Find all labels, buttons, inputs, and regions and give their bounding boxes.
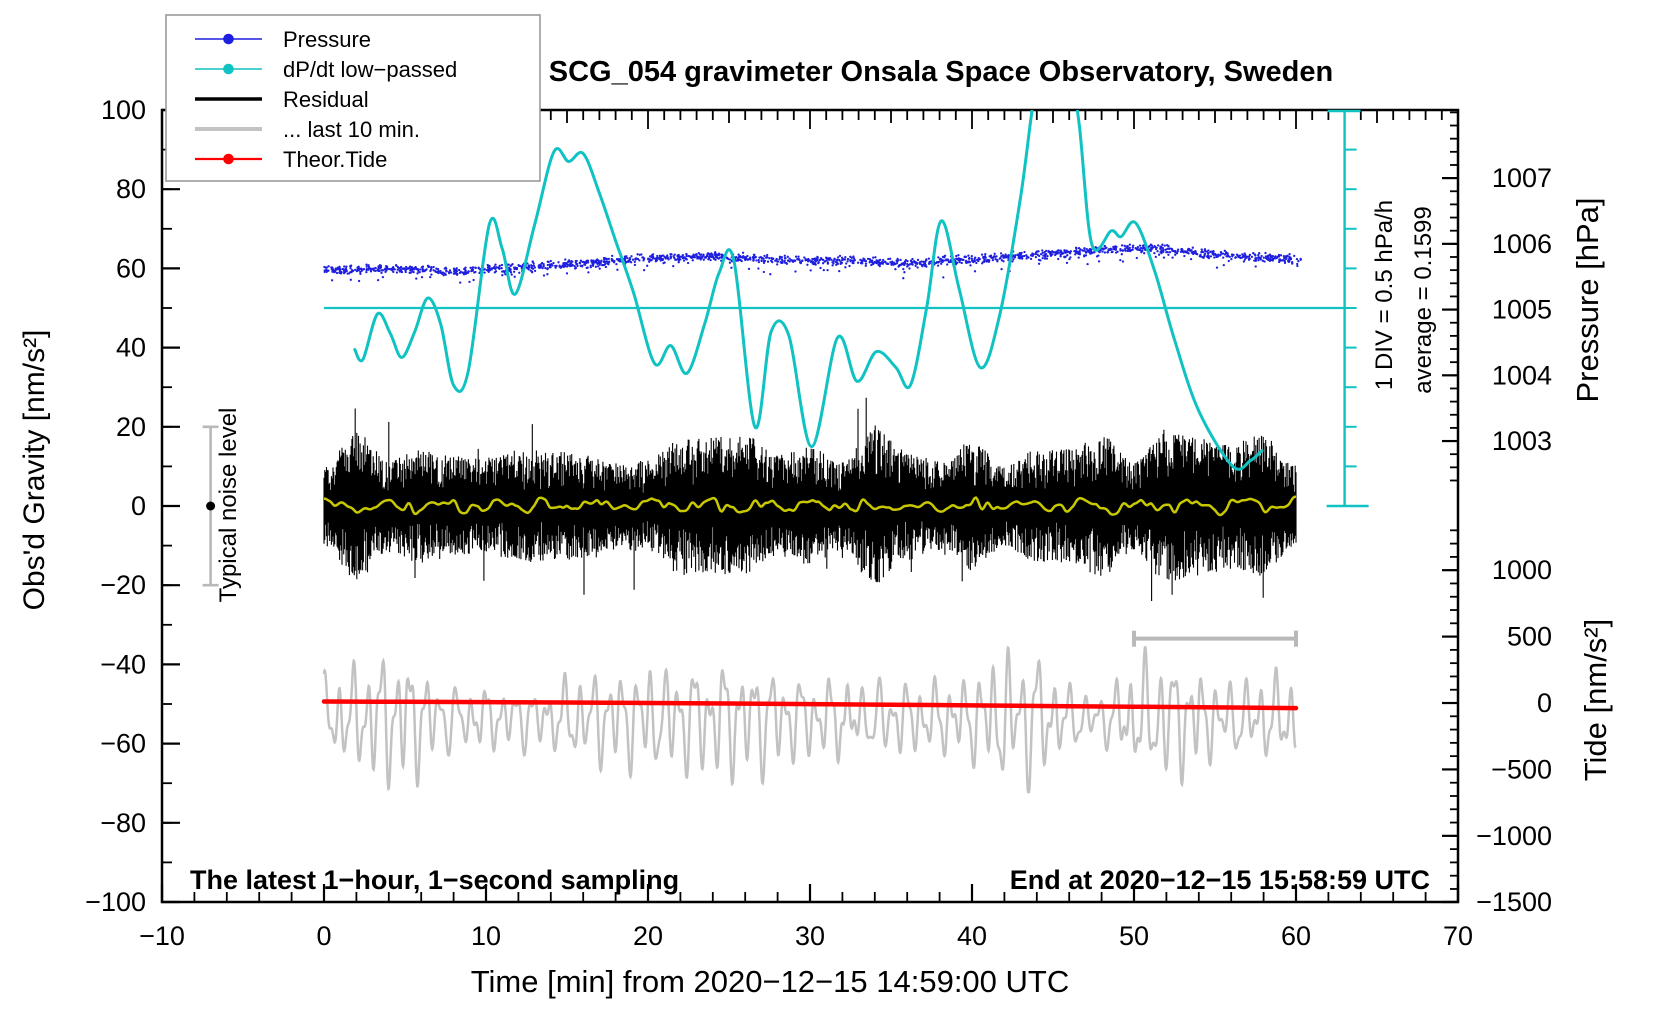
sampling-note: The latest 1−hour, 1−second sampling [190, 865, 679, 895]
x-tick-label: 70 [1443, 921, 1473, 951]
gravity-tick-label: −80 [100, 808, 146, 838]
typical-noise-errorbar [202, 425, 219, 587]
tide-tick-label: −1000 [1476, 821, 1552, 851]
dpdt-scale-marker [324, 109, 1369, 508]
x-tick-label: 10 [471, 921, 501, 951]
tide-tick-label: −500 [1491, 754, 1552, 784]
legend-item-label: Residual [283, 87, 369, 112]
data-series [321, 110, 1302, 794]
gravity-tick-label: −40 [100, 649, 146, 679]
legend-item-label: Theor.Tide [283, 147, 387, 172]
gravity-tick-label: 40 [116, 333, 146, 363]
legend: Pressure dP/dt low−passed Residual ... last… [165, 14, 541, 182]
pressure-tick-label: 1004 [1492, 360, 1552, 390]
tide-tick-label: 1000 [1492, 555, 1552, 585]
gravity-tick-label: 100 [101, 95, 146, 125]
legend-item-label: Pressure [283, 27, 371, 52]
pressure-tick-label: 1007 [1492, 163, 1552, 193]
legend-sample-dot [223, 33, 234, 45]
series-dpdt [353, 110, 1264, 471]
gravity-tick-label: 20 [116, 412, 146, 442]
y-left-axis-title: Obs'd Gravity [nm/s²] [18, 330, 51, 611]
gravity-tick-label: 80 [116, 174, 146, 204]
x-tick-label: 40 [957, 921, 987, 951]
div-scale-label: 1 DIV = 0.5 hPa/h [1371, 200, 1398, 390]
pressure-tick-label: 1005 [1492, 295, 1552, 325]
pressure-axis-title: Pressure [hPa] [1570, 197, 1605, 402]
axis-tick-labels: −10 0 10 20 30 40 50 60 70100806040200−20−40−60−… [85, 95, 1552, 951]
series-residual [323, 397, 1297, 601]
average-label: average = 0.1599 [1410, 206, 1437, 394]
pressure-tick-label: 1006 [1492, 229, 1552, 259]
x-tick-label: 0 [316, 921, 331, 951]
pressure-tick-label: 1003 [1492, 426, 1552, 456]
x-tick-label: 60 [1281, 921, 1311, 951]
end-time-note: End at 2020−12−15 15:58:59 UTC [1010, 865, 1430, 895]
x-tick-label: 50 [1119, 921, 1149, 951]
legend-sample-dot [223, 153, 234, 165]
tide-axis-title: Tide [nm/s²] [1578, 619, 1613, 782]
series-residual-lowpass [323, 495, 1297, 517]
legend-item-label: dP/dt low−passed [283, 57, 457, 82]
series-theor-tide [321, 699, 1299, 711]
typical-noise-label: Typical noise level [215, 408, 242, 603]
noise-level-dot [206, 501, 216, 511]
gravity-tick-label: −20 [100, 570, 146, 600]
chart-canvas: −10 0 10 20 30 40 50 60 70100806040200−20−40−60−… [85, 95, 1552, 951]
gravity-tick-label: −60 [100, 729, 146, 759]
legend-item-label: ... last 10 min. [283, 117, 420, 142]
x-axis-title: Time [min] from 2020−12−15 14:59:00 UTC [471, 964, 1070, 999]
x-tick-label: 20 [633, 921, 663, 951]
tide-tick-label: 0 [1537, 688, 1552, 718]
gravity-tick-label: −100 [85, 887, 146, 917]
last10-bracket [1132, 630, 1298, 647]
x-tick-label: −10 [139, 921, 185, 951]
tide-tick-label: 500 [1507, 622, 1552, 652]
legend-sample-dot [223, 63, 234, 75]
gravity-tick-label: 0 [131, 491, 146, 521]
gravity-tick-label: 60 [116, 253, 146, 283]
tide-tick-label: −1500 [1476, 887, 1552, 917]
series-last10 [322, 645, 1297, 794]
chart-title: SCG_054 gravimeter Onsala Space Observat… [549, 56, 1333, 88]
x-tick-label: 30 [795, 921, 825, 951]
